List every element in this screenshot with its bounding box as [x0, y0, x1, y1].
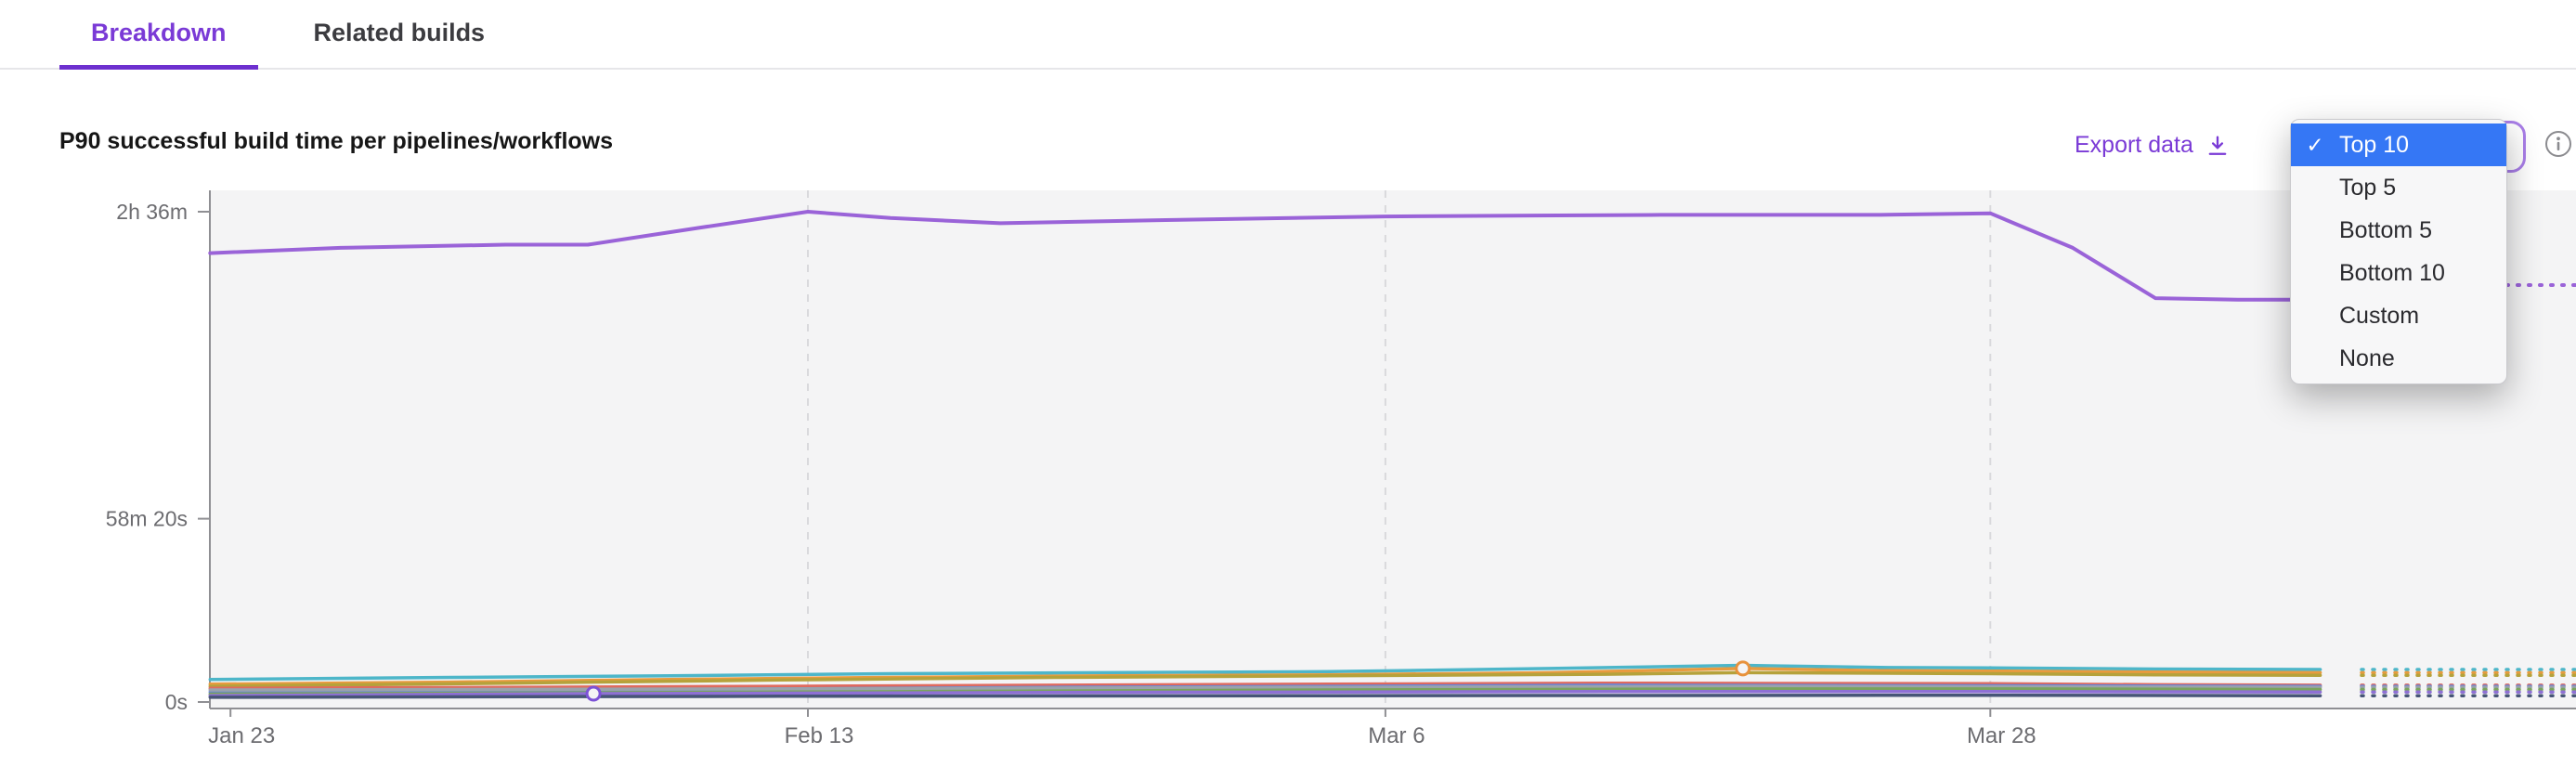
- svg-text:0s: 0s: [165, 690, 188, 714]
- dropdown-option-label: None: [2339, 344, 2395, 371]
- svg-text:Mar 6: Mar 6: [1368, 723, 1425, 748]
- download-icon: [2208, 136, 2227, 155]
- svg-text:Mar 28: Mar 28: [1967, 723, 2036, 748]
- dropdown-option-top-5[interactable]: Top 5: [2291, 166, 2506, 209]
- dropdown-option-none[interactable]: None: [2291, 337, 2506, 380]
- svg-text:Feb 13: Feb 13: [785, 723, 854, 748]
- top-n-dropdown-menu: ✓ Top 10 Top 5 Bottom 5 Bottom 10 Custom None: [2290, 119, 2507, 384]
- dropdown-option-bottom-5[interactable]: Bottom 5: [2291, 209, 2506, 252]
- export-data-label: Export data: [2075, 132, 2193, 158]
- export-data-link[interactable]: Export data: [2075, 132, 2231, 159]
- chart-title: P90 successful build time per pipelines/…: [59, 128, 614, 154]
- tab-breakdown[interactable]: Breakdown: [59, 0, 258, 70]
- svg-text:Jan 23: Jan 23: [208, 723, 275, 748]
- dropdown-option-label: Custom: [2339, 302, 2420, 329]
- dropdown-option-custom[interactable]: Custom: [2291, 294, 2506, 337]
- tab-related-builds[interactable]: Related builds: [313, 19, 486, 46]
- dropdown-option-label: Bottom 10: [2339, 259, 2445, 286]
- info-icon[interactable]: [2543, 128, 2574, 160]
- tab-bar: Breakdown Related builds: [59, 0, 516, 70]
- dropdown-option-label: Top 5: [2339, 174, 2397, 201]
- tab-divider: [0, 68, 2576, 70]
- dropdown-option-bottom-10[interactable]: Bottom 10: [2291, 252, 2506, 294]
- check-icon: ✓: [2306, 132, 2324, 157]
- dropdown-option-label: Bottom 5: [2339, 216, 2433, 243]
- svg-text:58m 20s: 58m 20s: [106, 507, 188, 531]
- svg-text:2h 36m: 2h 36m: [116, 200, 188, 224]
- dropdown-option-label: Top 10: [2339, 131, 2410, 158]
- dropdown-option-top-10[interactable]: ✓ Top 10: [2291, 124, 2506, 166]
